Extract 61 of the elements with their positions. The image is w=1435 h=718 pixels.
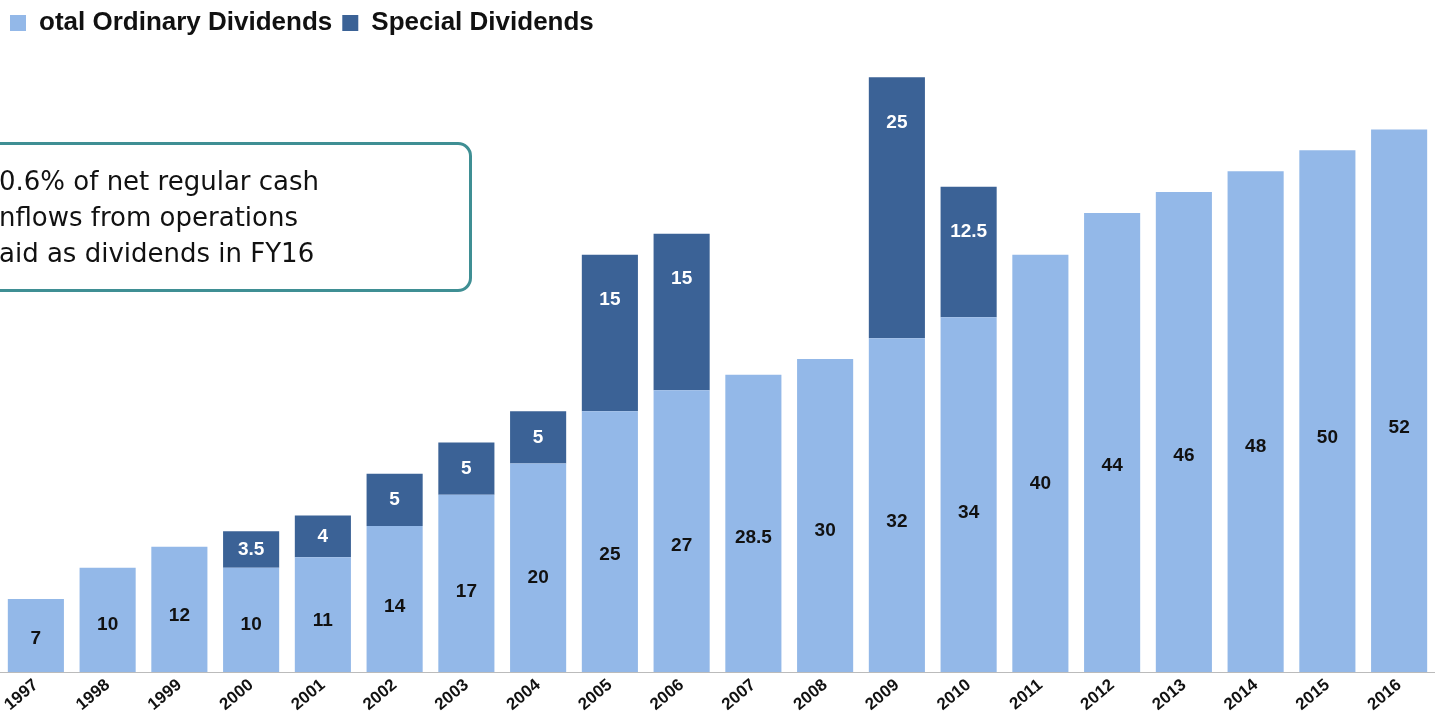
data-label: 5 — [389, 488, 401, 510]
data-label: 10 — [97, 613, 119, 635]
bar — [294, 557, 351, 673]
data-label: 12 — [168, 603, 190, 625]
data-label: 7 — [30, 627, 42, 649]
data-label: 48 — [1245, 434, 1267, 456]
bar — [7, 599, 64, 673]
data-label: 10 — [240, 613, 262, 635]
bar — [1227, 171, 1284, 673]
bar — [1155, 192, 1212, 673]
data-label: 11 — [312, 608, 334, 630]
data-label: 34 — [958, 500, 980, 522]
bar — [223, 531, 280, 568]
bar — [868, 77, 925, 339]
bar — [940, 186, 997, 318]
data-label: 32 — [886, 510, 908, 532]
data-label: 50 — [1316, 425, 1338, 447]
data-label: 25 — [886, 110, 908, 132]
data-label: 52 — [1388, 416, 1410, 438]
data-label: 40 — [1029, 472, 1051, 494]
bar — [1371, 129, 1428, 673]
data-label: 5 — [532, 425, 544, 447]
data-label: 27 — [671, 533, 693, 555]
bar — [366, 473, 423, 526]
data-label: 15 — [671, 267, 693, 289]
data-label: 30 — [814, 519, 836, 541]
bar — [223, 567, 280, 673]
data-label: 4 — [317, 524, 329, 546]
bar — [294, 515, 351, 558]
data-label: 12.5 — [950, 220, 988, 242]
data-label: 5 — [461, 456, 473, 478]
bar — [940, 317, 997, 673]
bar — [868, 338, 925, 673]
data-label: 25 — [599, 542, 621, 564]
data-label: 44 — [1101, 453, 1124, 475]
bar — [510, 411, 567, 464]
data-label: 17 — [455, 580, 477, 602]
bar — [438, 442, 495, 495]
bar — [797, 359, 854, 673]
data-label: 3.5 — [237, 537, 265, 559]
bar — [79, 567, 136, 673]
data-label: 20 — [527, 566, 549, 588]
bar — [581, 411, 638, 673]
bar — [151, 546, 208, 673]
data-label: 46 — [1173, 444, 1195, 466]
legend-label: Special Dividends — [371, 6, 594, 37]
bar — [1299, 150, 1356, 673]
bar — [653, 233, 710, 391]
bar — [438, 494, 495, 673]
data-label: 28.5 — [734, 526, 773, 548]
legend-label: otal Ordinary Dividends — [39, 6, 333, 37]
bar — [1012, 254, 1069, 673]
bar — [1084, 212, 1141, 673]
data-label: 15 — [599, 287, 621, 309]
callout-box: 0.6% of net regular cash nflows from operations aid as dividends in FY16 — [0, 142, 472, 292]
bar — [725, 374, 782, 673]
bar — [581, 254, 638, 412]
bar — [510, 463, 567, 673]
bar — [366, 525, 423, 673]
bar — [653, 390, 710, 673]
data-label: 14 — [384, 594, 406, 616]
